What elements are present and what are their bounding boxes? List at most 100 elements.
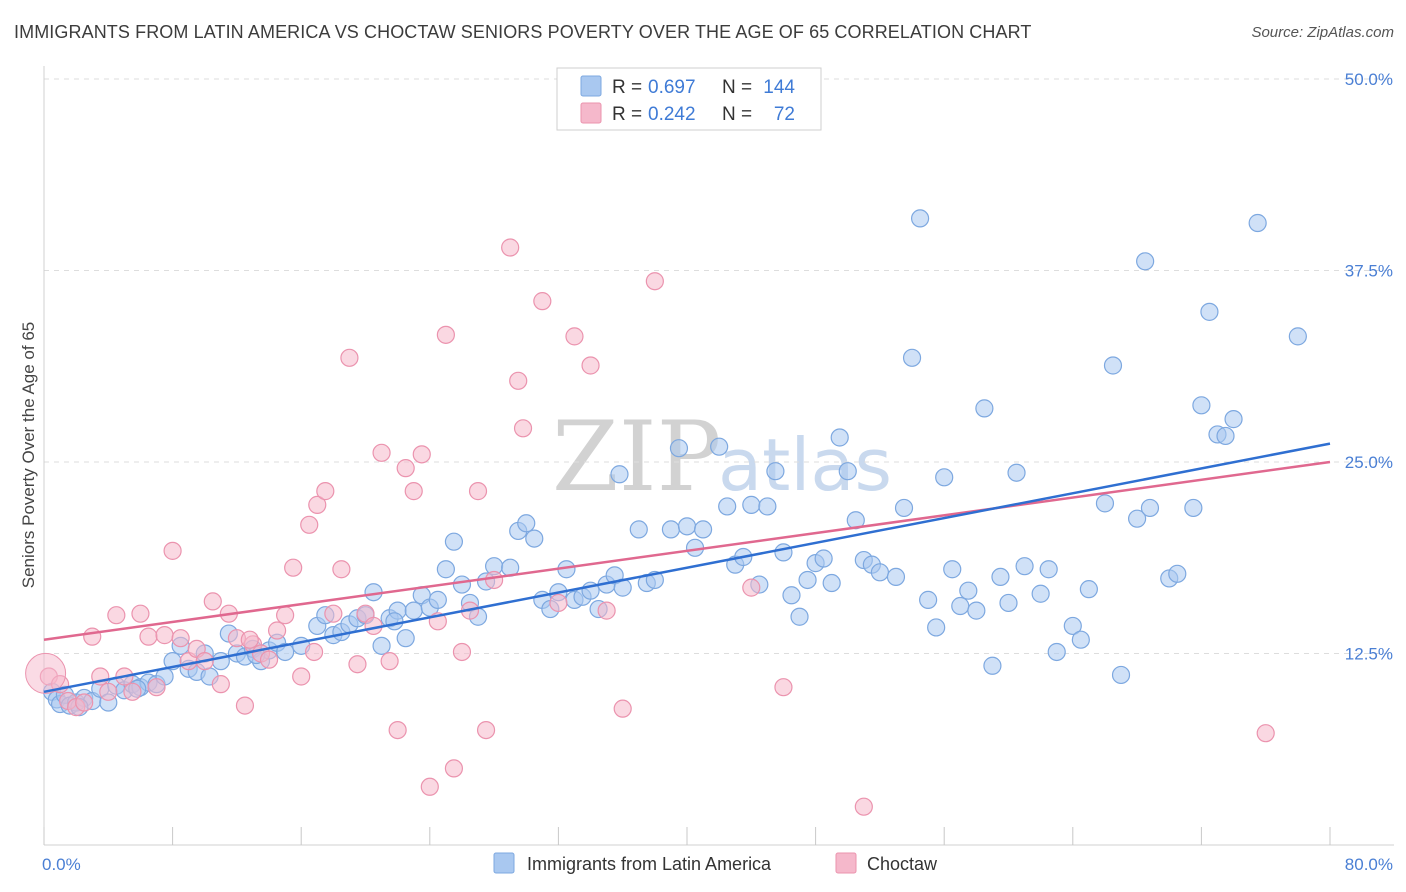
point-latin-america [758, 497, 777, 516]
grid-lines [44, 78, 1394, 654]
point-latin-america [951, 596, 970, 616]
legend-n-value-2: 72 [774, 104, 795, 125]
point-latin-america [372, 636, 391, 655]
point-latin-america [1047, 642, 1066, 662]
chart-source: Source: ZipAtlas.com [1251, 24, 1394, 41]
point-latin-america [919, 590, 938, 609]
point-choctaw [267, 621, 287, 640]
legend-swatch-blue [580, 75, 602, 97]
point-choctaw [308, 495, 327, 514]
point-latin-america [1248, 213, 1267, 233]
axes [43, 66, 1394, 846]
point-choctaw [412, 445, 431, 464]
point-choctaw [597, 601, 616, 620]
legend-n-value-1: 144 [763, 77, 795, 98]
series-legend: Immigrants from Latin America Choctaw [493, 852, 938, 874]
point-choctaw [139, 627, 158, 646]
point-latin-america [276, 642, 295, 662]
trend-line-latin-america [43, 442, 1331, 694]
point-choctaw [509, 371, 528, 390]
point-choctaw [75, 693, 94, 712]
point-latin-america [983, 656, 1002, 675]
y-tick-label: 25.0% [1345, 453, 1393, 472]
point-choctaw [388, 720, 407, 740]
point-latin-america [661, 520, 681, 539]
point-choctaw [380, 652, 399, 671]
point-latin-america [814, 549, 833, 568]
legend-r-label-1: R = [612, 77, 642, 98]
point-choctaw [155, 626, 174, 645]
point-choctaw [420, 777, 439, 796]
point-choctaw [107, 606, 126, 625]
point-choctaw [404, 482, 423, 501]
point-latin-america [1216, 426, 1235, 446]
point-choctaw [171, 629, 190, 648]
point-choctaw [549, 593, 568, 613]
point-choctaw [131, 604, 150, 623]
point-latin-america [975, 399, 994, 418]
point-choctaw [774, 678, 793, 697]
series-swatch-blue [493, 852, 515, 874]
point-choctaw [854, 797, 873, 816]
point-choctaw [468, 482, 488, 501]
point-choctaw [372, 443, 391, 462]
point-latin-america [774, 543, 793, 562]
point-latin-america [718, 497, 737, 516]
point-choctaw [444, 759, 464, 778]
point-choctaw [533, 292, 552, 311]
y-axis-label: Seniors Poverty Over the Age of 65 [19, 322, 38, 588]
point-latin-america [935, 468, 954, 487]
point-choctaw [292, 667, 311, 686]
point-latin-america [822, 573, 841, 593]
point-choctaw-large [25, 652, 67, 694]
point-latin-america [1192, 396, 1211, 415]
point-latin-america [404, 601, 423, 620]
point-latin-america [629, 520, 648, 539]
point-latin-america [991, 567, 1010, 587]
chart-title: IMMIGRANTS FROM LATIN AMERICA VS CHOCTAW… [14, 22, 1032, 42]
point-latin-america [1127, 509, 1147, 528]
point-choctaw [476, 720, 496, 740]
point-choctaw [284, 558, 303, 577]
point-latin-america [1063, 616, 1082, 636]
point-choctaw [211, 675, 230, 694]
point-choctaw [235, 696, 255, 715]
point-choctaw [452, 642, 472, 662]
point-choctaw [436, 325, 455, 344]
point-latin-america [525, 529, 544, 548]
trend-line-choctaw [43, 460, 1331, 641]
point-choctaw [485, 570, 504, 590]
point-latin-america [798, 570, 817, 590]
point-latin-america [959, 581, 978, 600]
y-tick-label: 12.5% [1345, 645, 1393, 664]
point-latin-america [677, 517, 697, 536]
legend-n-label-1: N = [722, 77, 752, 98]
legend-swatch-pink [580, 102, 602, 124]
point-latin-america [211, 652, 230, 671]
legend-r-value-2: 0.242 [648, 104, 696, 125]
point-latin-america [742, 495, 761, 514]
point-latin-america [1200, 302, 1219, 321]
point-latin-america [790, 607, 809, 626]
point-latin-america [1007, 463, 1026, 482]
point-latin-america [610, 465, 629, 484]
watermark-zip: ZIP [552, 401, 721, 513]
point-latin-america [1168, 564, 1187, 583]
x-tick-label: 80.0% [1345, 855, 1393, 874]
correlation-legend: R = 0.697 N = 144 R = 0.242 N = 72 [556, 67, 822, 131]
point-latin-america [902, 348, 922, 367]
point-choctaw [259, 650, 279, 669]
data-points [25, 209, 1307, 816]
point-latin-america [1095, 494, 1115, 513]
point-choctaw [316, 482, 335, 501]
y-tick-label: 50.0% [1345, 70, 1393, 89]
point-choctaw [203, 592, 222, 611]
point-choctaw [332, 560, 351, 579]
point-latin-america [1140, 498, 1160, 518]
point-choctaw [348, 655, 367, 674]
point-choctaw [565, 327, 584, 346]
point-choctaw [742, 578, 761, 597]
point-latin-america [452, 575, 472, 594]
series-label-choctaw: Choctaw [867, 854, 938, 874]
